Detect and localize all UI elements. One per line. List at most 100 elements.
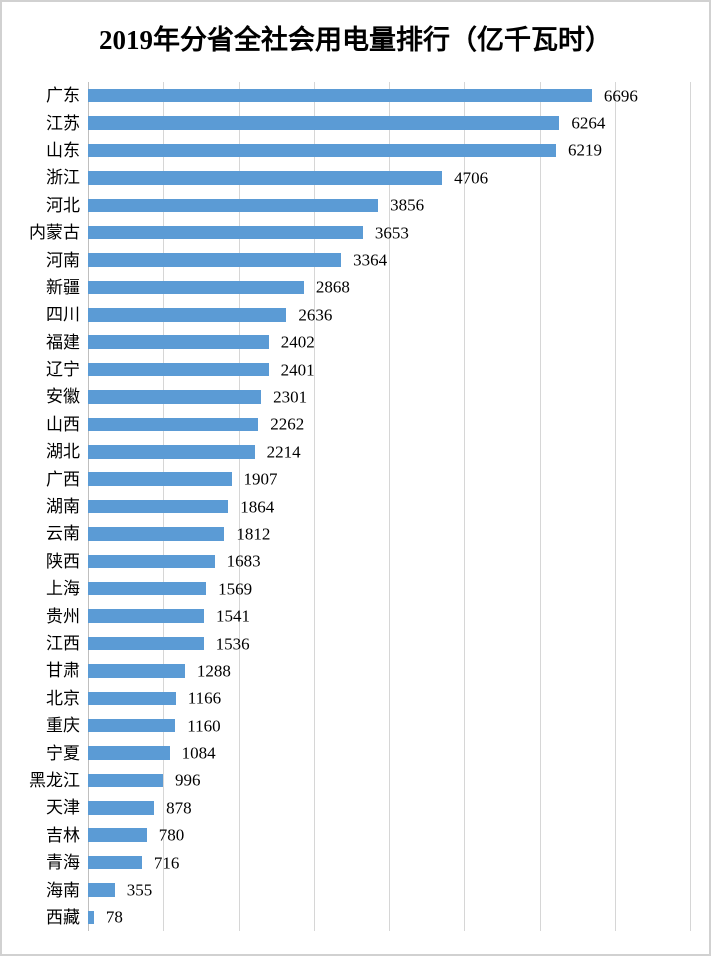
category-label: 云南 [46,524,80,544]
category-label: 湖北 [46,442,80,462]
bar-track: 6219 [88,142,690,159]
category-label: 陕西 [46,551,80,571]
bar [88,691,176,706]
bar-track: 4706 [88,168,690,188]
value-label: 3364 [353,250,388,270]
bar-row: 四川 2636 [2,301,690,328]
bar [88,801,155,815]
value-label: 1907 [243,469,278,489]
value-label: 2262 [270,414,305,434]
bar [88,417,259,432]
bar-row: 湖南 1864 [2,493,690,520]
bar-track: 1536 [88,635,690,652]
bar [88,171,443,185]
bar [88,554,215,569]
bar [88,280,304,295]
category-label: 广东 [46,86,80,106]
value-label: 780 [158,825,185,845]
category-label: 天津 [46,798,80,818]
value-label: 1084 [181,743,216,763]
bar-row: 陕西 1683 [2,548,690,575]
category-label: 广西 [46,469,80,489]
bar-track: 2262 [88,414,690,434]
bar-row: 辽宁 2401 [2,356,690,383]
bar-row: 北京 1166 [2,685,690,712]
value-label: 6264 [571,113,606,133]
bar-track: 78 [88,909,690,926]
bar-row: 湖北 2214 [2,438,690,465]
bar [88,390,262,404]
category-label: 福建 [46,332,80,352]
bar [88,883,115,897]
value-label: 1541 [215,606,250,626]
bar [88,609,204,623]
category-label: 河北 [46,195,80,215]
value-label: 2402 [280,332,315,352]
value-label: 355 [126,880,153,900]
category-label: 海南 [46,880,80,900]
value-label: 1812 [236,524,271,544]
bar-track: 6696 [88,87,690,104]
bar-row: 广西 1907 [2,465,690,492]
value-label: 1683 [226,551,261,571]
category-label: 内蒙古 [29,223,80,243]
bar-row: 云南 1812 [2,520,690,547]
bar [88,253,342,267]
bar-track: 1160 [88,717,690,734]
value-label: 2214 [266,442,301,462]
value-label: 2636 [298,305,333,325]
bar-row: 山西 2262 [2,411,690,438]
category-label: 新疆 [46,277,80,297]
chart-title: 2019年分省全社会用电量排行（亿千瓦时） [99,25,612,55]
bar-row: 浙江 4706 [2,164,690,191]
category-label: 浙江 [46,168,80,188]
bar [88,88,592,103]
bar-row: 天津 878 [2,794,690,821]
bar-track: 6264 [88,113,690,133]
bar-track: 716 [88,854,690,871]
bar-row: 新疆 2868 [2,274,690,301]
value-label: 878 [166,798,192,818]
bar-row: 广东 6696 [2,82,690,109]
value-label: 4706 [454,168,489,188]
value-label: 2868 [315,277,350,297]
gridline [313,82,315,931]
bar-track: 1569 [88,580,690,597]
bar-track: 355 [88,880,690,900]
bar-track: 2402 [88,332,690,352]
bar-track: 780 [88,825,690,845]
plot-area: 广东 6696 江苏 6264 山东 6219 浙江 4706 河北 3856 内蒙古 3653 河南 3… [2,82,691,931]
category-label: 吉林 [46,825,80,845]
bar-track: 3364 [88,250,690,270]
category-label: 重庆 [46,716,80,736]
category-label: 四川 [46,305,80,325]
bar-track: 2636 [88,305,690,325]
gridline [614,82,616,931]
bar-row: 河南 3364 [2,246,690,273]
bar [88,828,147,842]
bar-row: 海南 355 [2,876,690,903]
category-label: 江苏 [46,113,80,133]
bar-row: 吉林 780 [2,822,690,849]
bar [88,116,560,130]
bar-row: 江西 1536 [2,630,690,657]
bar-track: 2214 [88,442,690,462]
bar-row: 贵州 1541 [2,602,690,629]
bar-row: 黑龙江 996 [2,767,690,794]
bar-track: 2401 [88,361,690,378]
bar-track: 996 [88,772,690,789]
bar [88,445,255,459]
bar-row: 福建 2402 [2,329,690,356]
bar [88,143,556,158]
gridline [464,82,466,931]
bar [88,855,142,870]
value-label: 1864 [240,497,275,517]
category-label: 西藏 [46,907,80,927]
bar [88,664,185,678]
bar-track: 3856 [88,197,690,214]
bar-track: 878 [88,798,690,818]
category-label: 辽宁 [46,360,80,380]
bar-track: 3653 [88,224,690,241]
bar [88,362,269,377]
